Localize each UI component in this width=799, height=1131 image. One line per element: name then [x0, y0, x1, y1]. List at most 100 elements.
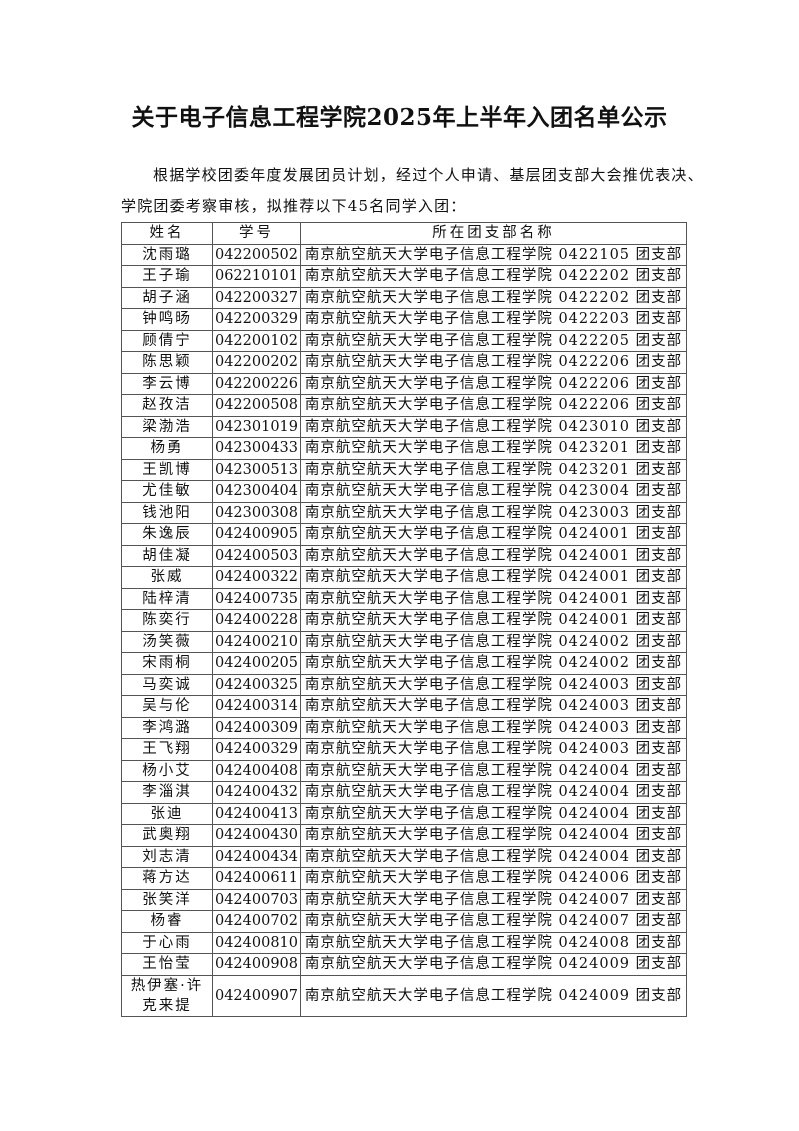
cell-name: 张笑洋	[121, 888, 213, 911]
cell-branch: 南京航空航天大学电子信息工程学院 0422206 团支部	[300, 372, 687, 395]
cell-branch: 南京航空航天大学电子信息工程学院 0424001 团支部	[300, 587, 687, 610]
cell-branch: 南京航空航天大学电子信息工程学院 0424008 团支部	[300, 931, 687, 954]
cell-branch: 南京航空航天大学电子信息工程学院 0422206 团支部	[300, 351, 687, 374]
cell-name: 胡子涵	[121, 286, 213, 309]
cell-student-id: 042400702	[212, 910, 301, 933]
table-row: 于心雨 042400810 南京航空航天大学电子信息工程学院 0424008 团支部	[121, 931, 687, 954]
cell-name: 宋雨桐	[121, 652, 213, 675]
table-row: 宋雨桐 042400205 南京航空航天大学电子信息工程学院 0424002 团支部	[121, 652, 687, 675]
header-name: 姓名	[121, 222, 213, 245]
cell-branch: 南京航空航天大学电子信息工程学院 0424001 团支部	[300, 609, 687, 632]
cell-name: 热伊塞·许克来提	[121, 974, 213, 1017]
cell-name: 武奥翔	[121, 824, 213, 847]
cell-name: 朱逸辰	[121, 523, 213, 546]
cell-student-id: 042400703	[212, 888, 301, 911]
cell-name: 梁渤浩	[121, 415, 213, 438]
cell-name: 王凯博	[121, 458, 213, 481]
cell-branch: 南京航空航天大学电子信息工程学院 0424001 团支部	[300, 523, 687, 546]
cell-branch: 南京航空航天大学电子信息工程学院 0424004 团支部	[300, 824, 687, 847]
cell-branch: 南京航空航天大学电子信息工程学院 0422202 团支部	[300, 265, 687, 288]
cell-branch: 南京航空航天大学电子信息工程学院 0423010 团支部	[300, 415, 687, 438]
cell-branch: 南京航空航天大学电子信息工程学院 0423201 团支部	[300, 437, 687, 460]
cell-name: 汤笑薇	[121, 630, 213, 653]
cell-branch: 南京航空航天大学电子信息工程学院 0424006 团支部	[300, 867, 687, 890]
cell-student-id: 042400735	[212, 587, 301, 610]
table-row: 吴与伦 042400314 南京航空航天大学电子信息工程学院 0424003 团支部	[121, 695, 687, 718]
table-row: 陈思颖 042200202 南京航空航天大学电子信息工程学院 0422206 团支部	[121, 351, 687, 374]
cell-branch: 南京航空航天大学电子信息工程学院 0422206 团支部	[300, 394, 687, 417]
header-student-id: 学号	[212, 222, 301, 245]
cell-student-id: 042400413	[212, 802, 301, 825]
cell-student-id: 042200102	[212, 329, 301, 352]
cell-branch: 南京航空航天大学电子信息工程学院 0424003 团支部	[300, 673, 687, 696]
table-row: 王飞翔 042400329 南京航空航天大学电子信息工程学院 0424003 团支部	[121, 738, 687, 761]
cell-branch: 南京航空航天大学电子信息工程学院 0422202 团支部	[300, 286, 687, 309]
cell-student-id: 042200327	[212, 286, 301, 309]
cell-branch: 南京航空航天大学电子信息工程学院 0422105 团支部	[300, 243, 687, 266]
cell-student-id: 042400611	[212, 867, 301, 890]
table-row: 王子瑜 062210101 南京航空航天大学电子信息工程学院 0422202 团支部	[121, 265, 687, 288]
cell-student-id: 042400314	[212, 695, 301, 718]
table-row: 张笑洋 042400703 南京航空航天大学电子信息工程学院 0424007 团支部	[121, 888, 687, 911]
cell-name: 张迪	[121, 802, 213, 825]
cell-name: 陈奕行	[121, 609, 213, 632]
cell-branch: 南京航空航天大学电子信息工程学院 0424001 团支部	[300, 566, 687, 589]
cell-name: 王子瑜	[121, 265, 213, 288]
table-row: 张迪 042400413 南京航空航天大学电子信息工程学院 0424004 团支部	[121, 802, 687, 825]
cell-student-id: 042300308	[212, 501, 301, 524]
cell-branch: 南京航空航天大学电子信息工程学院 0424003 团支部	[300, 695, 687, 718]
cell-branch: 南京航空航天大学电子信息工程学院 0423003 团支部	[300, 501, 687, 524]
cell-branch: 南京航空航天大学电子信息工程学院 0423201 团支部	[300, 458, 687, 481]
cell-branch: 南京航空航天大学电子信息工程学院 0423004 团支部	[300, 480, 687, 503]
cell-branch: 南京航空航天大学电子信息工程学院 0424004 团支部	[300, 845, 687, 868]
cell-name: 钱池阳	[121, 501, 213, 524]
table-row: 陆梓清 042400735 南京航空航天大学电子信息工程学院 0424001 团支部	[121, 587, 687, 610]
cell-student-id: 042400430	[212, 824, 301, 847]
cell-name: 张威	[121, 566, 213, 589]
cell-name: 钟鸣旸	[121, 308, 213, 331]
table-row: 钱池阳 042300308 南京航空航天大学电子信息工程学院 0423003 团支部	[121, 501, 687, 524]
table-row: 梁渤浩 042301019 南京航空航天大学电子信息工程学院 0423010 团支部	[121, 415, 687, 438]
cell-student-id: 042400322	[212, 566, 301, 589]
cell-branch: 南京航空航天大学电子信息工程学院 0424001 团支部	[300, 544, 687, 567]
cell-student-id: 042400905	[212, 523, 301, 546]
table-row: 杨小艾 042400408 南京航空航天大学电子信息工程学院 0424004 团支部	[121, 759, 687, 782]
cell-branch: 南京航空航天大学电子信息工程学院 0424009 团支部	[300, 974, 687, 1017]
cell-student-id: 042200502	[212, 243, 301, 266]
table-row: 武奥翔 042400430 南京航空航天大学电子信息工程学院 0424004 团支部	[121, 824, 687, 847]
table-row: 马奕诚 042400325 南京航空航天大学电子信息工程学院 0424003 团支部	[121, 673, 687, 696]
cell-student-id: 042400907	[212, 974, 301, 1017]
member-list-table: 姓名 学号 所在团支部名称 沈雨璐 042200502 南京航空航天大学电子信息工程…	[121, 222, 687, 1017]
table-row: 赵孜洁 042200508 南京航空航天大学电子信息工程学院 0422206 团支部	[121, 394, 687, 417]
table-row: 钟鸣旸 042200329 南京航空航天大学电子信息工程学院 0422203 团支部	[121, 308, 687, 331]
cell-name: 马奕诚	[121, 673, 213, 696]
cell-student-id: 042200508	[212, 394, 301, 417]
table-row: 李淄淇 042400432 南京航空航天大学电子信息工程学院 0424004 团支部	[121, 781, 687, 804]
cell-name: 杨勇	[121, 437, 213, 460]
table-row: 汤笑薇 042400210 南京航空航天大学电子信息工程学院 0424002 团支部	[121, 630, 687, 653]
cell-branch: 南京航空航天大学电子信息工程学院 0424004 团支部	[300, 781, 687, 804]
cell-name: 蒋方达	[121, 867, 213, 890]
cell-branch: 南京航空航天大学电子信息工程学院 0424002 团支部	[300, 652, 687, 675]
intro-line-2: 学院团委考察审核，拟推荐以下45名同学入团：	[121, 197, 467, 215]
cell-name: 陈思颖	[121, 351, 213, 374]
cell-student-id: 042400432	[212, 781, 301, 804]
cell-student-id: 042300404	[212, 480, 301, 503]
cell-name: 胡佳凝	[121, 544, 213, 567]
cell-student-id: 042400329	[212, 738, 301, 761]
cell-branch: 南京航空航天大学电子信息工程学院 0424002 团支部	[300, 630, 687, 653]
cell-student-id: 042400325	[212, 673, 301, 696]
cell-student-id: 042200226	[212, 372, 301, 395]
table-row: 杨睿 042400702 南京航空航天大学电子信息工程学院 0424007 团支部	[121, 910, 687, 933]
table-row: 王怡莹 042400908 南京航空航天大学电子信息工程学院 0424009 团支部	[121, 953, 687, 976]
cell-branch: 南京航空航天大学电子信息工程学院 0422205 团支部	[300, 329, 687, 352]
cell-branch: 南京航空航天大学电子信息工程学院 0424009 团支部	[300, 953, 687, 976]
cell-name: 王怡莹	[121, 953, 213, 976]
table-row: 李鸿潞 042400309 南京航空航天大学电子信息工程学院 0424003 团支部	[121, 716, 687, 739]
cell-name: 杨小艾	[121, 759, 213, 782]
header-branch: 所在团支部名称	[300, 222, 687, 245]
table-row: 李云博 042200226 南京航空航天大学电子信息工程学院 0422206 团支部	[121, 372, 687, 395]
cell-student-id: 042400408	[212, 759, 301, 782]
table-row: 热伊塞·许克来提 042400907 南京航空航天大学电子信息工程学院 042400…	[121, 974, 687, 1017]
cell-student-id: 042400810	[212, 931, 301, 954]
